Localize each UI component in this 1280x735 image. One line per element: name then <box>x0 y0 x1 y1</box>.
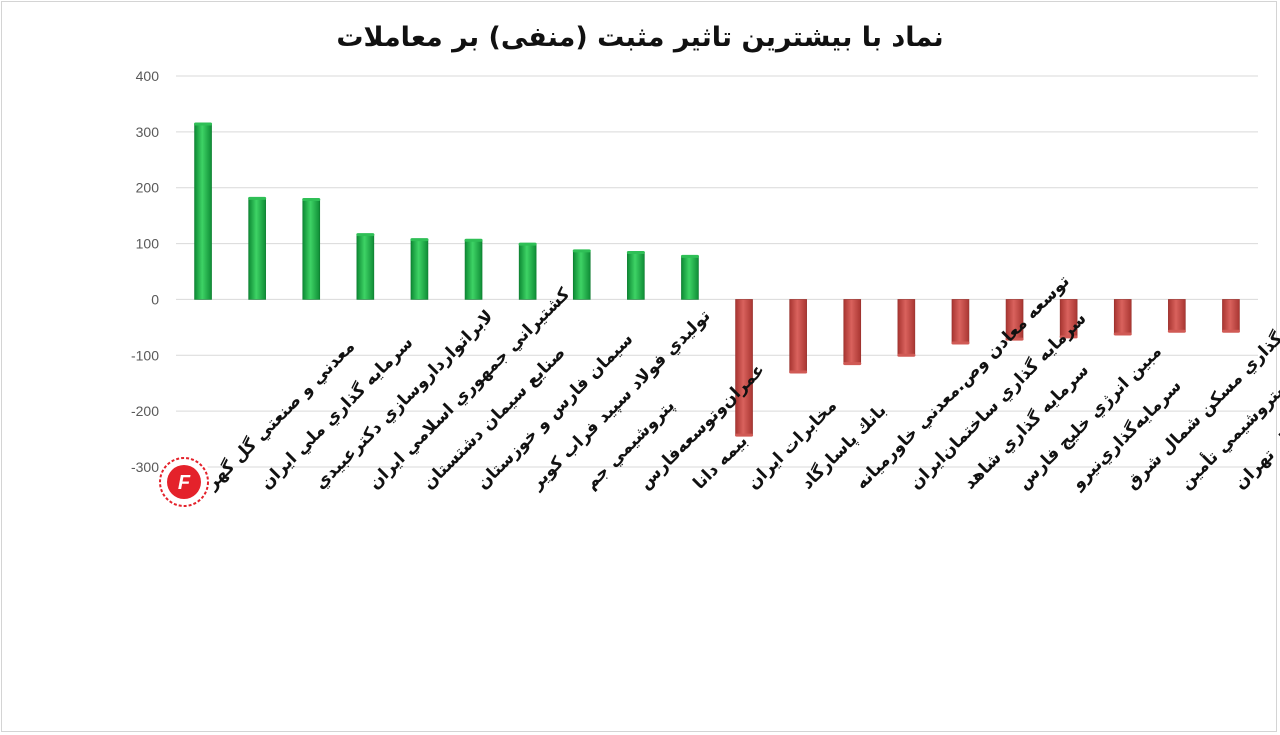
bar <box>1005 299 1024 341</box>
bar <box>1221 299 1240 333</box>
bar-cap <box>1113 332 1132 336</box>
bar-cap <box>680 254 699 258</box>
bar-cap <box>735 433 754 437</box>
bar <box>1167 299 1186 333</box>
bar <box>518 242 537 300</box>
bar-cap <box>194 122 213 126</box>
bar-body <box>248 198 266 300</box>
bar <box>464 238 483 300</box>
bar-body <box>194 123 212 300</box>
bar <box>680 254 699 300</box>
bar-cap <box>789 370 808 374</box>
bar <box>951 299 970 345</box>
bar-cap <box>464 238 483 242</box>
bar-body <box>681 256 699 300</box>
bar-body <box>627 252 645 300</box>
bar-cap <box>518 242 537 246</box>
logo-ring <box>159 457 209 507</box>
y-tick-label: 100 <box>136 236 160 252</box>
y-tick-label: 0 <box>151 291 159 307</box>
bar-body <box>1113 299 1132 335</box>
bar <box>194 122 213 300</box>
logo: F <box>156 454 212 510</box>
logo-disc <box>167 465 201 499</box>
bar-cap <box>248 196 267 200</box>
bar-cap <box>302 197 321 201</box>
bar-cap <box>843 362 862 366</box>
bar <box>843 299 862 366</box>
y-tick-label: -200 <box>131 403 159 419</box>
bars <box>194 122 1240 437</box>
bar-cap <box>1005 337 1024 341</box>
bar-body <box>518 243 537 300</box>
bar-cap <box>572 249 591 253</box>
bar <box>626 251 645 300</box>
logo-letter: F <box>178 472 191 494</box>
bar <box>572 249 591 300</box>
bar-cap <box>356 233 375 237</box>
bar-cap <box>410 238 429 242</box>
bar-body <box>951 299 970 344</box>
y-tick-label: 200 <box>136 180 160 196</box>
bar <box>248 196 267 300</box>
bar <box>356 233 375 300</box>
bar-body <box>1168 299 1186 332</box>
gridlines <box>176 75 1258 468</box>
bar-cap <box>897 353 916 357</box>
y-axis-ticks: 400 300 200 100 0 -100 -200 -300 <box>131 68 159 475</box>
bar-cap <box>626 251 645 255</box>
bar <box>410 238 429 300</box>
bar-body <box>843 299 862 364</box>
bar-cap <box>1167 329 1186 333</box>
bar-body <box>1222 299 1240 332</box>
bar-body <box>572 250 591 300</box>
bar-cap <box>1059 335 1078 339</box>
bar <box>1113 299 1132 336</box>
bar <box>897 299 916 357</box>
y-tick-label: 300 <box>136 124 160 140</box>
bar-body <box>897 299 916 356</box>
category-label: مخابرات ايران <box>743 396 841 494</box>
y-tick-label: -100 <box>131 347 159 363</box>
bar-body <box>302 199 321 300</box>
bar <box>302 197 321 300</box>
bar <box>789 299 808 374</box>
bar-cap <box>951 341 970 345</box>
y-tick-label: -300 <box>131 459 159 475</box>
bar-body <box>464 239 483 300</box>
bar-body <box>356 234 375 300</box>
bar-body <box>410 239 429 300</box>
bar-cap <box>1221 329 1240 333</box>
bar <box>735 299 754 437</box>
category-label: كشتيراني جمهوري اسلامي ايران <box>365 284 574 493</box>
chart-title: نماد با بیشترین تاثیر مثبت (منفی) بر معا… <box>336 22 944 53</box>
y-tick-label: 400 <box>136 68 160 84</box>
bar-body <box>789 299 807 373</box>
bar <box>1059 299 1078 339</box>
